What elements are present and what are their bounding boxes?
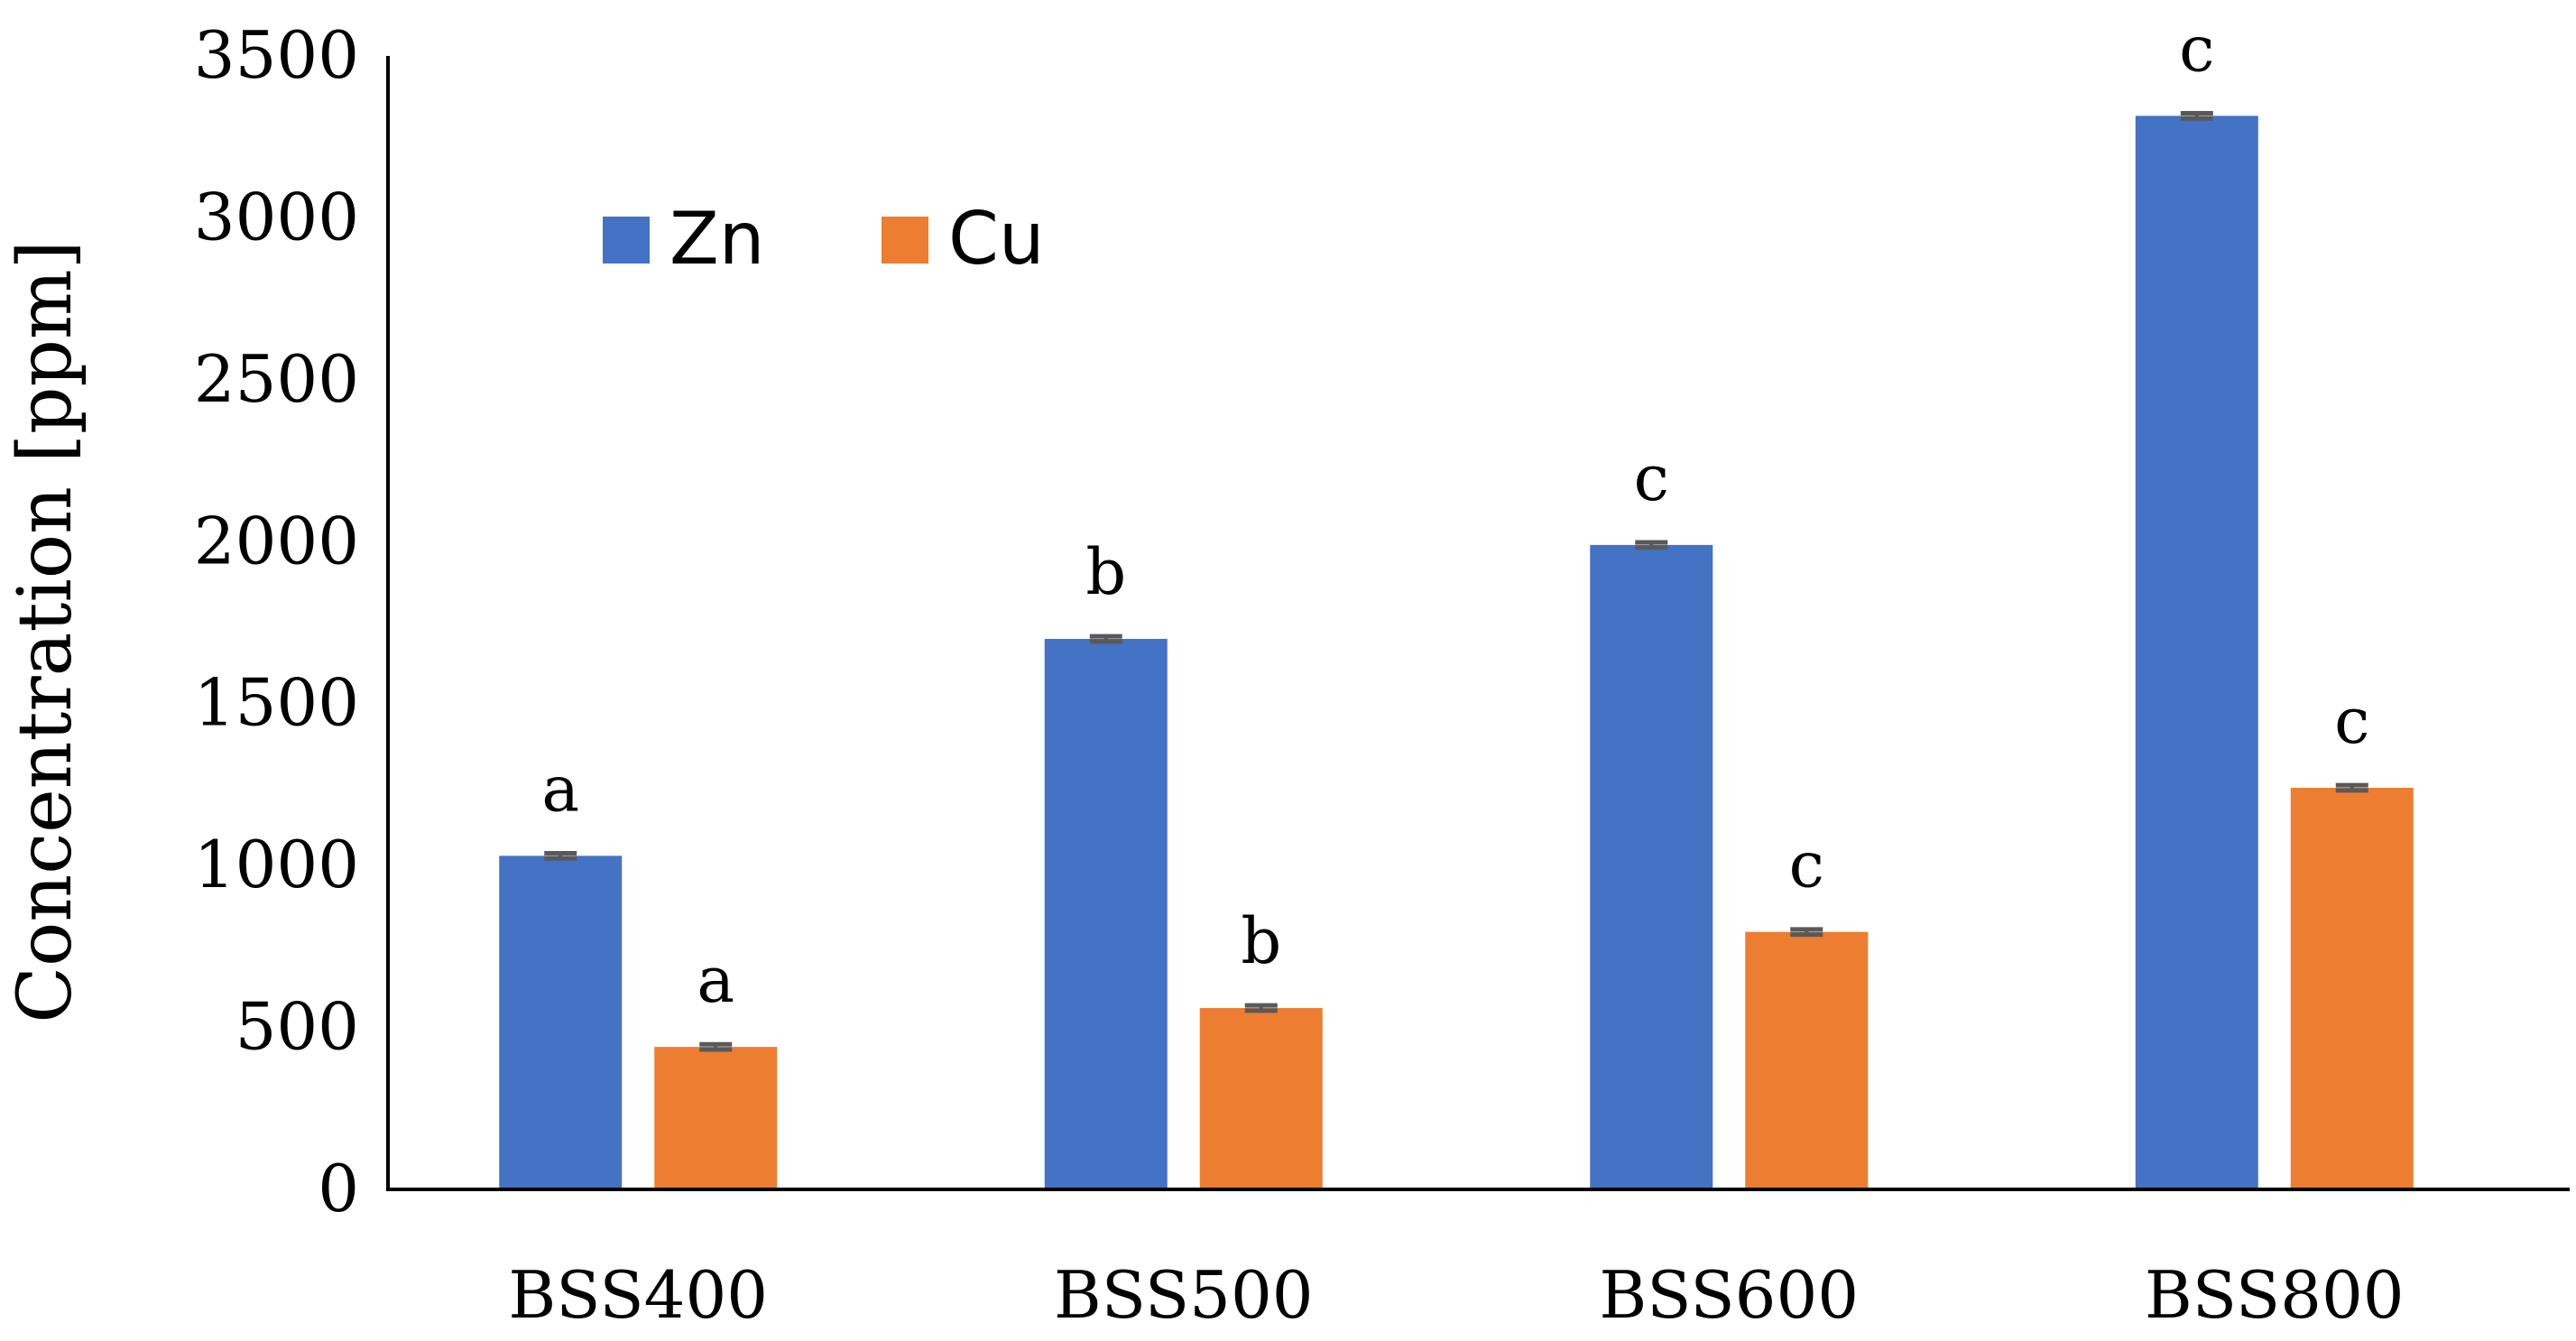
y-tick-label: 0 (318, 1151, 359, 1226)
bar-zn-bss400 (499, 855, 623, 1189)
significance-letter: a (541, 752, 579, 826)
x-tick-label: BSS400 (508, 1257, 768, 1333)
y-axis-ticks: 0 500 1000 1500 2000 2500 3000 3500 (194, 17, 359, 1226)
legend: Zn Cu (603, 197, 1045, 281)
significance-letters: a a b b c c c c (541, 12, 2369, 1017)
legend-swatch-cu (882, 217, 928, 264)
significance-letter: c (1634, 441, 1669, 515)
y-tick-label: 3500 (194, 17, 359, 93)
significance-letter: c (2179, 12, 2214, 86)
y-tick-label: 1000 (194, 827, 359, 902)
error-bars (544, 111, 2368, 1052)
x-tick-label: BSS600 (1599, 1257, 1859, 1333)
bars (499, 116, 2414, 1190)
y-axis-label: Concentration [ppm] (3, 240, 88, 1022)
significance-letter: b (1085, 535, 1126, 609)
x-axis-ticks: BSS400 BSS500 BSS600 BSS800 (508, 1257, 2404, 1333)
x-tick-label: BSS800 (2145, 1257, 2405, 1333)
y-tick-label: 500 (235, 989, 359, 1065)
bar-cu-bss600 (1745, 931, 1869, 1189)
bar-cu-bss400 (654, 1047, 778, 1189)
legend-label-cu: Cu (948, 197, 1045, 281)
y-tick-label: 2000 (194, 503, 359, 578)
bar-cu-bss800 (2290, 788, 2414, 1189)
x-tick-label: BSS500 (1054, 1257, 1314, 1333)
significance-letter: a (697, 943, 734, 1017)
y-tick-label: 2500 (194, 341, 359, 417)
y-tick-label: 1500 (194, 665, 359, 741)
significance-letter: c (1789, 828, 1824, 902)
significance-letter: b (1241, 904, 1281, 978)
legend-label-zn: Zn (669, 197, 765, 281)
significance-letter: c (2334, 684, 2369, 758)
y-tick-label: 3000 (194, 179, 359, 254)
bar-zn-bss800 (2135, 116, 2258, 1190)
legend-swatch-zn (603, 217, 650, 264)
bar-zn-bss600 (1590, 544, 1713, 1189)
bar-cu-bss500 (1199, 1008, 1323, 1189)
bar-zn-bss500 (1044, 638, 1168, 1189)
